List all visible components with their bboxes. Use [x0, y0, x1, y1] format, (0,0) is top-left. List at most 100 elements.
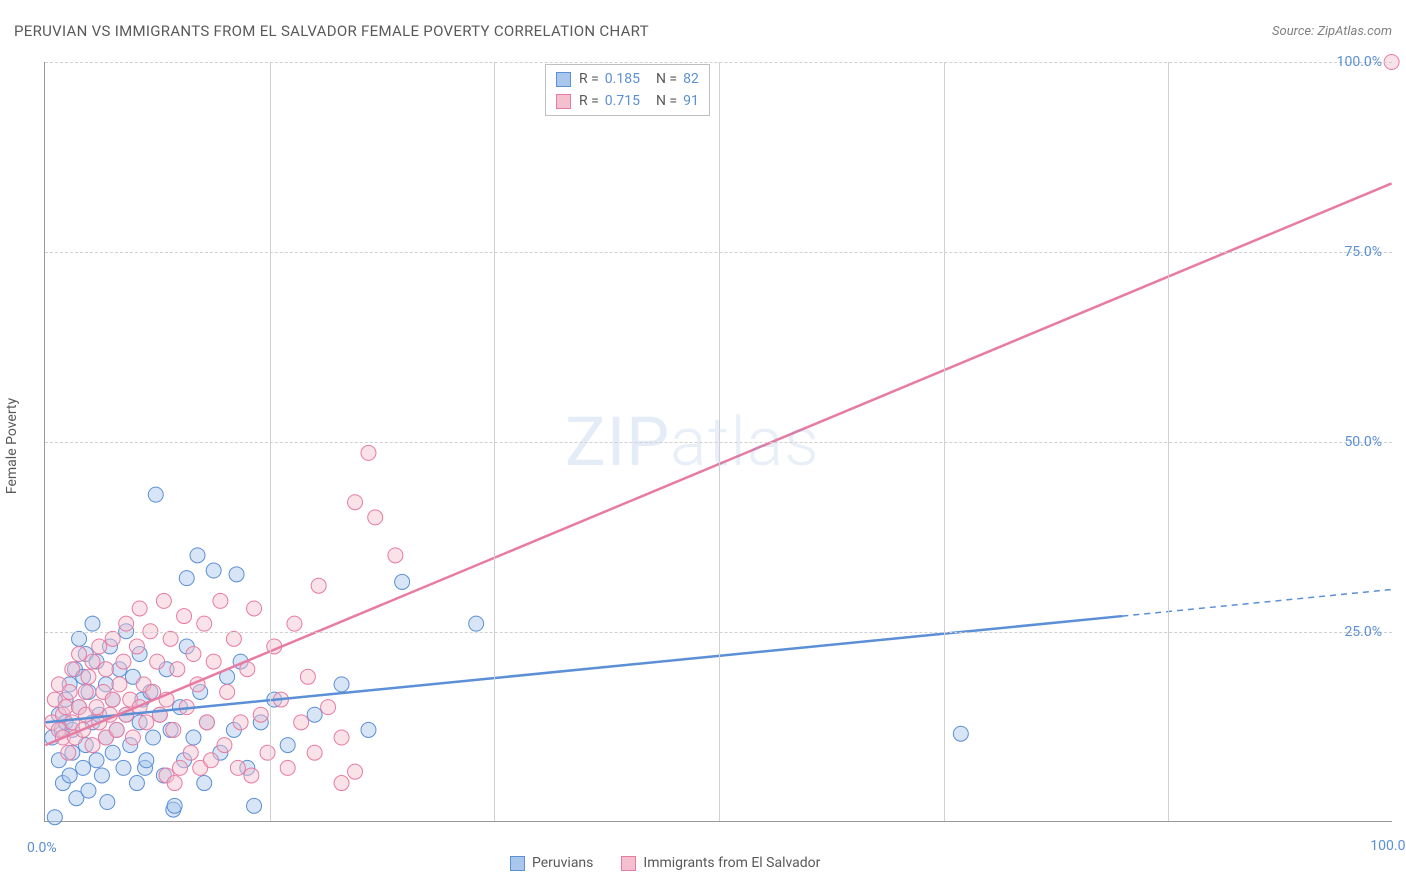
data-point	[213, 593, 228, 608]
data-point	[61, 745, 76, 760]
data-point	[146, 730, 161, 745]
legend-r-value: 0.185	[605, 71, 640, 87]
chart-plot-area: ZIPatlas R =0.185N =82R =0.715N =91 0.0%…	[44, 62, 1392, 822]
data-point	[244, 768, 259, 783]
data-point	[109, 722, 124, 737]
y-tick-label: 25.0%	[1344, 624, 1382, 640]
data-point	[199, 715, 214, 730]
data-point	[139, 753, 154, 768]
data-point	[98, 662, 113, 677]
data-point	[89, 700, 104, 715]
data-point	[294, 715, 309, 730]
data-point	[92, 639, 107, 654]
data-point	[148, 487, 163, 502]
grid-line-v	[494, 62, 495, 821]
data-point	[81, 783, 96, 798]
data-point	[388, 548, 403, 563]
data-point	[163, 631, 178, 646]
data-point	[307, 745, 322, 760]
data-point	[197, 776, 212, 791]
data-point	[119, 616, 134, 631]
data-point	[85, 616, 100, 631]
data-point	[150, 654, 165, 669]
y-tick-label: 100.0%	[1337, 54, 1382, 70]
data-point	[206, 563, 221, 578]
data-point	[116, 654, 131, 669]
data-point	[65, 662, 80, 677]
legend-r-value: 0.715	[605, 93, 640, 109]
data-point	[129, 639, 144, 654]
data-point	[280, 760, 295, 775]
data-point	[85, 738, 100, 753]
data-point	[167, 798, 182, 813]
data-point	[156, 593, 171, 608]
data-point	[229, 567, 244, 582]
data-point	[368, 510, 383, 525]
legend-swatch	[556, 94, 571, 109]
data-point	[334, 730, 349, 745]
data-point	[220, 684, 235, 699]
y-tick-label: 0.0%	[27, 840, 57, 856]
series-legend: Peruvians Immigrants from El Salvador	[510, 855, 820, 871]
data-point	[89, 753, 104, 768]
data-point	[280, 738, 295, 753]
data-point	[311, 578, 326, 593]
data-point	[139, 715, 154, 730]
data-point	[94, 768, 109, 783]
data-point	[132, 601, 147, 616]
correlation-legend: R = 0.185 N = 82 R = 0.715 N = 91	[545, 64, 710, 116]
data-point	[334, 677, 349, 692]
chart-title: PERUVIAN VS IMMIGRANTS FROM EL SALVADOR …	[14, 22, 649, 40]
data-point	[348, 495, 363, 510]
legend-item: Peruvians	[510, 855, 593, 871]
legend-r-label: R =	[579, 93, 599, 109]
data-point	[334, 776, 349, 791]
data-point	[361, 445, 376, 460]
data-point	[78, 684, 93, 699]
legend-n-label: N =	[656, 93, 677, 109]
grid-line-v	[719, 62, 720, 821]
data-point	[76, 760, 91, 775]
y-axis-label: Female Poverty	[4, 398, 20, 494]
data-point	[85, 654, 100, 669]
data-point	[247, 601, 262, 616]
data-point	[361, 722, 376, 737]
data-point	[348, 764, 363, 779]
data-point	[300, 669, 315, 684]
legend-r-label: R =	[579, 71, 599, 87]
data-point	[62, 768, 77, 783]
grid-line-v	[944, 62, 945, 821]
data-point	[197, 616, 212, 631]
data-point	[260, 745, 275, 760]
legend-label: Immigrants from El Salvador	[643, 855, 820, 871]
data-point	[307, 707, 322, 722]
x-tick-label: 100.0%	[1370, 838, 1406, 854]
data-point	[226, 631, 241, 646]
y-tick-label: 75.0%	[1344, 244, 1382, 260]
regression-line-extrapolated	[1122, 590, 1391, 617]
data-point	[469, 616, 484, 631]
data-point	[953, 726, 968, 741]
legend-n-label: N =	[656, 71, 677, 87]
data-point	[116, 760, 131, 775]
legend-n-value: 82	[683, 71, 699, 87]
data-point	[58, 700, 73, 715]
data-point	[247, 798, 262, 813]
data-point	[167, 776, 182, 791]
data-point	[129, 776, 144, 791]
data-point	[112, 677, 127, 692]
data-point	[47, 810, 62, 825]
data-point	[190, 548, 205, 563]
data-point	[230, 760, 245, 775]
data-point	[105, 631, 120, 646]
y-tick-label: 50.0%	[1344, 434, 1382, 450]
data-point	[217, 738, 232, 753]
data-point	[105, 745, 120, 760]
data-point	[125, 730, 140, 745]
data-point	[395, 574, 410, 589]
data-point	[233, 715, 248, 730]
data-point	[166, 722, 181, 737]
data-point	[321, 700, 336, 715]
legend-n-value: 91	[683, 93, 699, 109]
data-point	[183, 745, 198, 760]
